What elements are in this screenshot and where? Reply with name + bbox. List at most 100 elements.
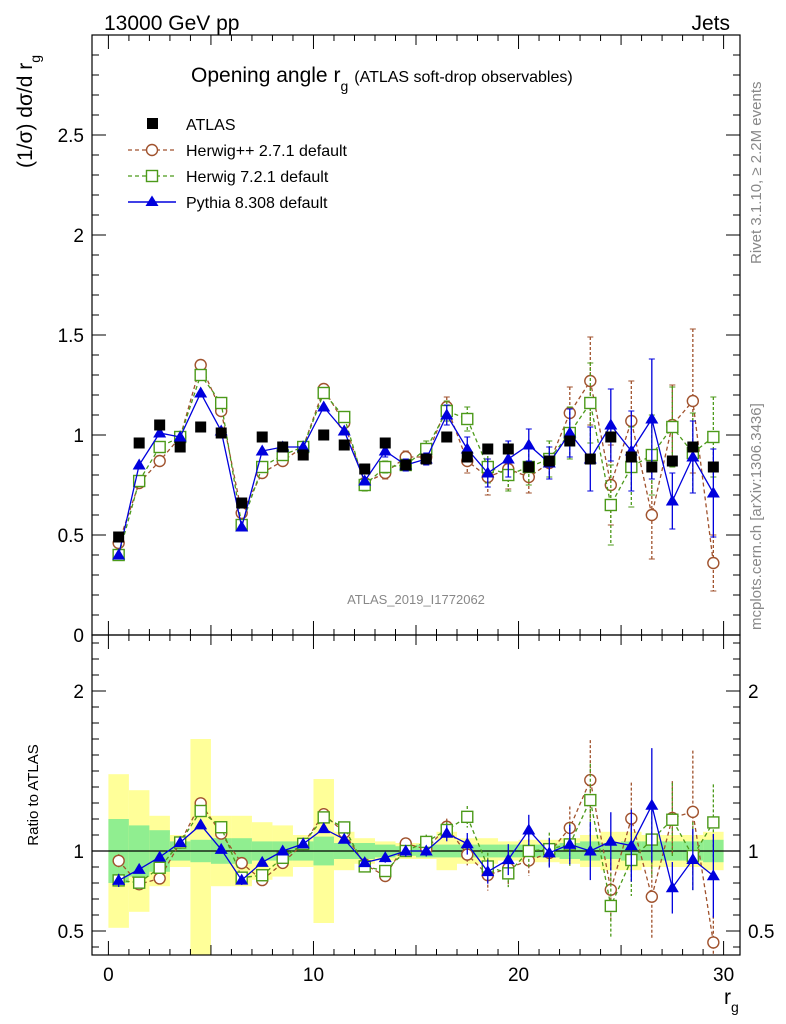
- ratio-plot-frame: [91, 634, 741, 956]
- data-point-herwig7: [194, 368, 207, 382]
- ratio-point-herwig7: [666, 813, 679, 826]
- y-axis-label: (1/σ) dσ/d rg: [14, 55, 43, 168]
- data-point-atlas: [584, 453, 596, 465]
- ratio-point-pythia: [112, 873, 126, 885]
- data-point-atlas: [133, 437, 145, 449]
- data-point-pythia: [255, 444, 269, 456]
- ratio-point-herwig7: [379, 864, 392, 878]
- data-point-pythia: [317, 400, 331, 412]
- ratio-point-pythia: [255, 855, 269, 867]
- ratio-point-pythia: [583, 844, 597, 856]
- data-point-atlas: [236, 497, 248, 509]
- data-point-pythia: [194, 386, 208, 398]
- x-axis-label-sub: g: [731, 999, 739, 1015]
- ratio-point-pythia: [686, 853, 700, 865]
- ratio-point-herwig7: [707, 816, 720, 829]
- data-point-pythia: [440, 408, 454, 420]
- data-point-herwig7: [707, 430, 720, 444]
- y-tick-label: 1.5: [58, 326, 84, 347]
- ratio-point-pythia: [399, 844, 413, 856]
- data-point-herwig7: [132, 474, 146, 488]
- ratio-point-herwigpp: [645, 890, 659, 903]
- ratio-y-tick-label-right: 1: [748, 842, 759, 863]
- data-point-atlas: [461, 451, 473, 463]
- ratio-point-pythia: [358, 856, 372, 868]
- y-tick-label: 2: [73, 226, 84, 247]
- axes-decorations: 0 10 20 30 0 0.5 1 1.5 2 2.5 0.5 0.5 1 1 2 2: [58, 34, 774, 986]
- legend-marker-herwig7: [145, 169, 159, 183]
- ratio-point-pythia: [419, 844, 433, 856]
- ratio-point-herwigpp: [112, 854, 125, 867]
- data-point-atlas: [359, 463, 371, 475]
- ratio-point-pythia: [624, 839, 638, 851]
- x-tick-label: 0: [103, 965, 114, 986]
- data-point-atlas: [646, 461, 658, 473]
- plot-title-extra: (ATLAS soft-drop observables): [354, 69, 572, 86]
- ratio-point-pythia: [563, 837, 577, 849]
- data-point-herwig7: [256, 460, 269, 474]
- data-point-atlas: [687, 441, 699, 453]
- ratio-point-pythia: [378, 851, 392, 863]
- data-point-herwig7: [666, 420, 679, 434]
- ratio-point-herwigpp: [153, 872, 166, 885]
- series-line-pythia: [118, 391, 714, 556]
- data-point-atlas: [502, 443, 514, 455]
- ratio-point-herwig7: [194, 804, 207, 818]
- data-point-pythia: [706, 486, 720, 498]
- data-point-pythia: [686, 450, 700, 462]
- data-point-herwig7: [338, 410, 351, 424]
- data-point-atlas: [625, 451, 637, 463]
- plot-title-sub: g: [340, 78, 348, 94]
- data-point-atlas: [666, 455, 678, 467]
- data-point-atlas: [318, 429, 330, 441]
- ratio-point-pythia: [706, 869, 720, 881]
- ratio-point-pythia: [173, 835, 187, 847]
- data-point-herwigpp: [707, 556, 720, 570]
- legend-label-atlas: ATLAS: [186, 117, 236, 134]
- ratio-point-herwigpp: [707, 936, 720, 949]
- ratio-point-pythia: [194, 818, 208, 830]
- ratio-point-herwig7: [214, 821, 228, 834]
- data-point-herwig7: [379, 460, 392, 474]
- data-point-pythia: [563, 426, 577, 438]
- analysis-watermark: ATLAS_2019_I1772062: [347, 592, 485, 607]
- ratio-y-tick-label-right: 0.5: [748, 922, 774, 943]
- x-tick-label: 30: [713, 965, 734, 986]
- legend-marker-atlas: [147, 118, 158, 129]
- data-point-atlas: [297, 449, 309, 461]
- y-axis-label-main: (1/σ) dσ/d r: [14, 63, 37, 168]
- data-point-herwig7: [214, 396, 228, 410]
- data-point-atlas: [441, 431, 453, 443]
- data-series: [112, 328, 720, 955]
- ratio-point-pythia: [542, 846, 556, 858]
- data-point-pythia: [173, 430, 187, 442]
- data-point-atlas: [154, 419, 166, 431]
- data-point-pythia: [132, 458, 146, 470]
- data-point-herwigpp: [153, 454, 166, 468]
- header-left: 13000 GeV pp: [104, 12, 239, 35]
- data-point-herwig7: [153, 440, 166, 454]
- y-tick-label: 1: [73, 426, 84, 447]
- data-point-atlas: [543, 455, 555, 467]
- legend-label-herwigpp: Herwig++ 2.7.1 default: [186, 143, 348, 160]
- data-point-atlas: [195, 421, 207, 433]
- ratio-point-herwig7: [317, 811, 330, 824]
- y-axis-label-sub: g: [27, 55, 43, 63]
- ratio-point-herwig7: [132, 876, 146, 889]
- legend-label-herwig7: Herwig 7.2.1 default: [186, 169, 329, 186]
- ratio-point-herwig7: [153, 861, 166, 874]
- data-point-atlas: [707, 461, 719, 473]
- data-point-atlas: [523, 461, 535, 473]
- x-axis-label-main: r: [724, 986, 731, 1009]
- ratio-point-pythia: [665, 881, 679, 893]
- data-point-atlas: [400, 459, 412, 471]
- ratio-point-pythia: [132, 862, 146, 874]
- ratio-y-tick-label: 0.5: [58, 922, 84, 943]
- ratio-point-herwigpp: [235, 856, 248, 870]
- ratio-point-pythia: [276, 844, 290, 856]
- data-point-pythia: [235, 520, 249, 532]
- data-point-atlas: [113, 531, 125, 543]
- header-right: Jets: [691, 12, 730, 35]
- y-tick-label: 0: [73, 626, 84, 647]
- legend-label-pythia: Pythia 8.308 default: [186, 195, 328, 212]
